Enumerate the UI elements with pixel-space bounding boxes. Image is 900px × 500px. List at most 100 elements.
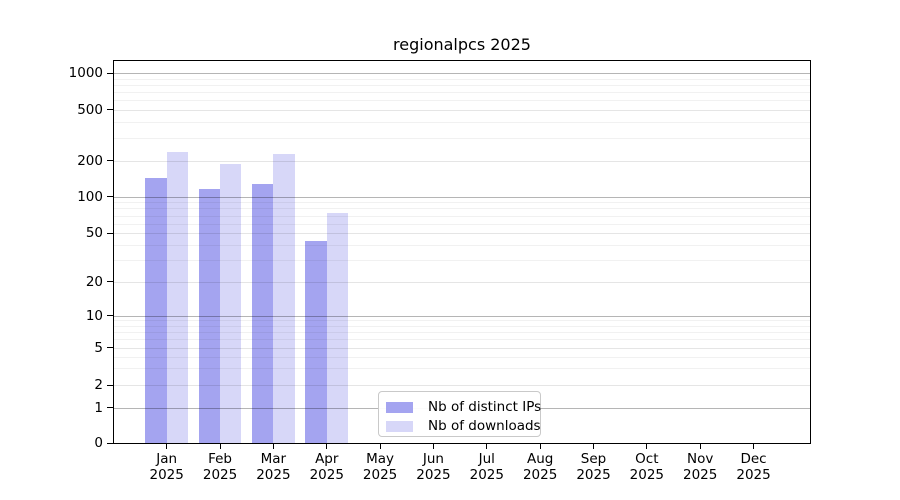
x-tick-label-dec: Dec 2025 <box>722 451 786 483</box>
x-tick-mark <box>646 444 648 449</box>
x-tick-month: Apr <box>315 451 339 467</box>
x-tick-mark <box>166 444 168 449</box>
y-tick-mark <box>107 281 114 282</box>
x-tick-year: 2025 <box>309 467 344 483</box>
y-gridline-2 <box>114 385 810 386</box>
y-gridline-minor <box>114 245 810 247</box>
x-tick-year: 2025 <box>576 467 611 483</box>
x-tick-label-jan: Jan 2025 <box>135 451 199 483</box>
legend-swatch-distinct-ips <box>386 401 413 413</box>
y-gridline-minor <box>114 368 810 370</box>
bar-apr-downloads <box>326 213 349 443</box>
y-gridline-minor <box>114 223 810 225</box>
y-tick-label: 500 <box>77 101 103 118</box>
y-gridline-minor <box>114 121 810 123</box>
legend-item-distinct-ips: Nb of distinct IPs <box>386 399 541 415</box>
x-tick-year: 2025 <box>683 467 718 483</box>
y-tick-label: 10 <box>85 307 103 324</box>
y-tick-mark <box>107 109 114 110</box>
y-tick-label: 20 <box>85 273 103 290</box>
y-gridline-50 <box>114 233 810 235</box>
x-tick-mark <box>753 444 755 449</box>
y-gridline-minor <box>114 208 810 210</box>
y-tick-mark <box>107 232 114 234</box>
x-tick-month: Aug <box>526 451 554 467</box>
x-tick-mark <box>379 444 381 449</box>
y-gridline-minor <box>114 202 810 204</box>
y-gridline-1000 <box>114 73 810 75</box>
y-tick-mark <box>107 442 114 444</box>
bar-jan-distinct-ips <box>145 178 167 443</box>
x-tick-label-apr: Apr 2025 <box>295 451 359 483</box>
x-tick-mark <box>486 444 488 449</box>
x-tick-label-feb: Feb 2025 <box>188 451 252 483</box>
y-tick-label: 0 <box>94 435 103 451</box>
bar-feb-distinct-ips <box>198 189 221 443</box>
x-tick-month: Mar <box>260 451 287 467</box>
x-tick-month: Jul <box>478 451 495 467</box>
y-gridline-200 <box>114 160 810 162</box>
x-tick-label-mar: Mar 2025 <box>241 451 305 483</box>
x-tick-year: 2025 <box>416 467 451 483</box>
legend-item-downloads: Nb of downloads <box>386 418 541 434</box>
y-gridline-minor <box>114 260 810 262</box>
x-tick-label-aug: Aug 2025 <box>508 451 572 483</box>
y-gridline-minor <box>114 320 810 322</box>
x-tick-year: 2025 <box>736 467 771 483</box>
x-tick-label-nov: Nov 2025 <box>668 451 732 483</box>
x-tick-label-sep: Sep 2025 <box>562 451 626 483</box>
x-tick-month: Oct <box>635 451 659 467</box>
y-gridline-minor <box>114 84 810 86</box>
y-tick-mark <box>107 407 114 408</box>
x-tick-year: 2025 <box>202 467 238 483</box>
bar-apr-distinct-ips <box>305 241 327 443</box>
y-gridline-minor <box>114 215 810 217</box>
x-tick-mark <box>326 444 328 449</box>
y-tick-label: 50 <box>85 225 103 242</box>
x-tick-mark <box>272 444 274 449</box>
y-gridline-minor <box>114 91 810 93</box>
x-tick-mark <box>539 444 541 449</box>
y-gridline-10 <box>114 315 810 317</box>
y-tick-mark <box>107 196 114 198</box>
y-tick-mark <box>107 160 114 161</box>
x-tick-mark <box>699 444 701 449</box>
x-tick-label-jun: Jun 2025 <box>401 451 465 483</box>
x-tick-label-jul: Jul 2025 <box>455 451 519 483</box>
y-tick-mark <box>107 72 114 74</box>
y-tick-label: 1000 <box>68 65 103 82</box>
x-tick-month: Jan <box>156 451 178 467</box>
bar-mar-downloads <box>273 154 295 443</box>
bar-jan-downloads <box>166 152 188 443</box>
bar-feb-downloads <box>220 163 242 443</box>
legend-label-distinct-ips: Nb of distinct IPs <box>428 399 542 415</box>
y-tick-mark <box>107 347 114 348</box>
y-gridline-minor <box>114 99 810 101</box>
x-tick-month: Sep <box>580 451 607 467</box>
x-tick-year: 2025 <box>629 467 665 483</box>
y-gridline-20 <box>114 281 810 283</box>
y-gridline-minor <box>114 78 810 80</box>
x-tick-year: 2025 <box>149 467 184 483</box>
x-tick-mark <box>219 444 221 449</box>
y-gridline-minor <box>114 331 810 333</box>
plot-area <box>113 60 811 444</box>
x-tick-year: 2025 <box>256 467 291 483</box>
legend-label-downloads: Nb of downloads <box>428 418 541 434</box>
y-gridline-minor <box>114 325 810 327</box>
y-gridline-minor <box>114 137 810 139</box>
y-tick-label: 200 <box>77 152 103 169</box>
y-gridline-minor <box>114 339 810 341</box>
x-tick-label-may: May 2025 <box>348 451 412 483</box>
y-tick-label: 1 <box>94 399 103 416</box>
y-tick-label: 100 <box>77 188 103 205</box>
x-tick-label-oct: Oct 2025 <box>615 451 679 483</box>
y-tick-mark <box>107 384 114 386</box>
y-gridline-100 <box>114 196 810 198</box>
x-tick-month: Dec <box>740 451 767 467</box>
y-gridline-5 <box>114 347 810 349</box>
x-tick-mark <box>593 444 594 449</box>
x-tick-year: 2025 <box>522 467 558 483</box>
chart-title: regionalpcs 2025 <box>393 35 531 54</box>
x-tick-year: 2025 <box>469 467 504 483</box>
